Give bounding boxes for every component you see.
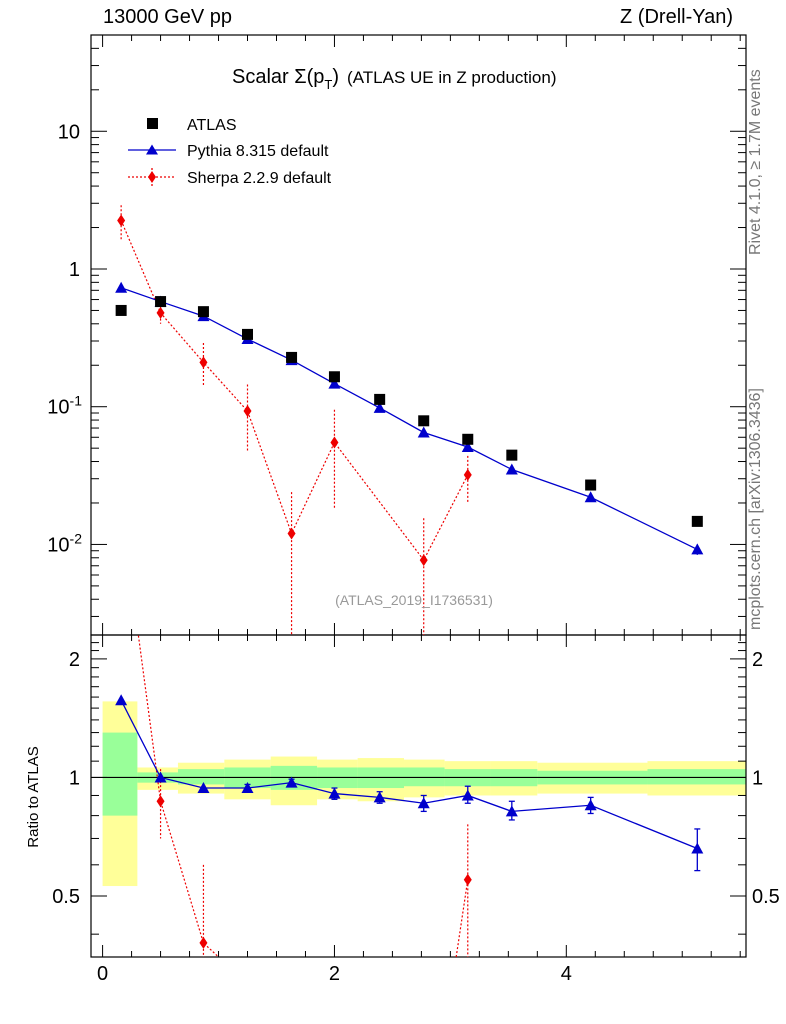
ratio-sherpa-point [463, 873, 472, 886]
ratio-y-tick-label-right: 1 [752, 767, 763, 789]
ratio-y-tick-label-right: 0.5 [752, 886, 780, 908]
pythia-line [120, 287, 698, 551]
sherpa-point [199, 356, 208, 369]
ratio-sherpa-point [199, 936, 208, 949]
legend-pythia-marker [146, 144, 158, 155]
pythia-point [328, 377, 341, 389]
mcplots-info: mcplots.cern.ch [arXiv:1306.3436] [747, 388, 764, 630]
ratio-pythia-point [505, 805, 518, 817]
header-process: Z (Drell-Yan) [620, 6, 733, 28]
x-tick-label: 4 [561, 963, 572, 985]
pythia-point [417, 426, 430, 438]
sherpa-point [243, 405, 252, 418]
sherpa-point [419, 554, 428, 567]
y-tick-label: 1 [69, 259, 80, 281]
x-tick-label: 0 [97, 963, 108, 985]
pythia-point [691, 543, 704, 555]
x-tick-label: 2 [329, 963, 340, 985]
chart-title: Scalar Σ(pT) (ATLAS UE in Z production) [232, 66, 556, 92]
ratio-ylabel: Ratio to ATLAS [25, 746, 42, 847]
ratio-pythia-point [461, 789, 474, 801]
header-energy: 13000 GeV pp [103, 6, 232, 28]
pythia-point [505, 463, 518, 475]
ratio-pythia-line [120, 700, 698, 850]
ratio-sherpa-line-tail [455, 879, 469, 957]
ratio-pythia-point [285, 776, 298, 788]
analysis-watermark: (ATLAS_2019_I1736531) [335, 592, 493, 608]
atlas-point [115, 304, 127, 316]
y-tick-label: 10-2 [47, 530, 82, 556]
band-inner-11 [647, 769, 746, 785]
atlas-point [691, 515, 703, 527]
ratio-pythia-point [115, 694, 128, 706]
ratio-sherpa-point [156, 795, 165, 808]
ratio-panel-data [115, 635, 704, 957]
ratio-pythia-point [584, 799, 597, 811]
pythia-point [373, 401, 386, 413]
pythia-point [461, 440, 474, 452]
atlas-point [585, 479, 597, 491]
sherpa-point [287, 527, 296, 540]
legend-atlas-label: ATLAS [187, 117, 237, 134]
band-inner-0 [102, 732, 138, 816]
pythia-point [584, 491, 597, 503]
sherpa-point [463, 468, 472, 481]
atlas-point [197, 306, 209, 318]
y-tick-label: 10 [58, 121, 80, 143]
atlas-point [418, 415, 430, 427]
ratio-y-tick-label: 1 [69, 767, 80, 789]
atlas-point [242, 328, 254, 340]
axis-ticks [91, 34, 746, 957]
ratio-y-tick-label: 0.5 [52, 886, 80, 908]
atlas-point [506, 449, 518, 461]
y-tick-label: 10-1 [47, 393, 82, 419]
atlas-point [286, 351, 298, 363]
pythia-point [115, 281, 128, 293]
atlas-point [328, 371, 340, 383]
rivet-info: Rivet 4.1.0, ≥ 1.7M events [747, 69, 764, 255]
legend-sherpa-label: Sherpa 2.2.9 default [187, 170, 332, 187]
ratio-y-tick-label: 2 [69, 649, 80, 671]
sherpa-point [330, 436, 339, 449]
ratio-sherpa-line [137, 635, 219, 957]
sherpa-point [156, 306, 165, 319]
ratio-pythia-point [417, 797, 430, 809]
sherpa-point [117, 214, 126, 227]
atlas-point [155, 296, 167, 308]
ratio-pythia-point [241, 782, 254, 794]
main-panel-data [115, 205, 704, 635]
sherpa-line [120, 220, 469, 562]
ratio-pythia-point [154, 771, 167, 783]
ratio-uncertainty-bands [102, 701, 746, 887]
ratio-pythia-point [328, 787, 341, 799]
ratio-y-tick-label-right: 2 [752, 649, 763, 671]
ratio-pythia-point [197, 782, 210, 794]
legend-atlas-marker [147, 118, 158, 129]
ratio-pythia-point [373, 791, 386, 803]
axis-tick-labels: 0 2 4 10-2 10-1 1 10 0.5 0.5 1 1 2 2 [47, 121, 780, 985]
legend: ATLAS Pythia 8.315 default Sherpa 2.2.9 … [128, 117, 332, 187]
legend-sherpa-marker [148, 171, 156, 183]
legend-pythia-label: Pythia 8.315 default [187, 143, 329, 160]
atlas-point [462, 433, 474, 445]
atlas-point [374, 393, 386, 405]
plot-frames [90, 34, 747, 958]
band-inner-2 [177, 769, 225, 785]
ratio-frame [90, 634, 747, 958]
ratio-pythia-point [691, 842, 704, 854]
